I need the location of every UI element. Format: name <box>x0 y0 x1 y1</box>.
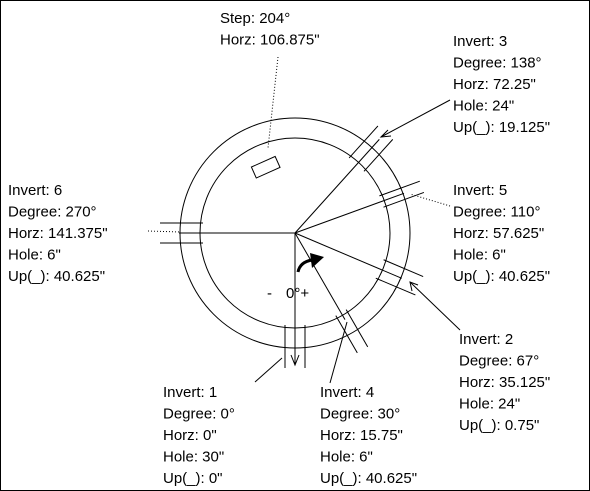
pipe <box>294 180 425 234</box>
label-line: Hole: 24" <box>453 98 514 115</box>
label-line: Horz: 0" <box>163 427 217 444</box>
pipe <box>294 125 394 234</box>
label-line: Degree: 30° <box>320 406 400 423</box>
label-line: Up(_): 40.625" <box>453 268 550 285</box>
label-line: Horz: 141.375" <box>8 225 108 242</box>
arrow-head <box>310 253 324 268</box>
label-line: Horz: 57.625" <box>453 225 544 242</box>
label-line: Degree: 270° <box>8 204 97 221</box>
structure <box>160 117 425 368</box>
label-line: Up(_): 0" <box>163 470 223 487</box>
label-line: Up(_): 40.625" <box>8 268 105 285</box>
direction-arrow <box>296 258 313 273</box>
pipe <box>294 232 369 354</box>
label-line: Hole: 24" <box>459 396 520 413</box>
leaders <box>147 56 461 384</box>
minus-label: - <box>267 285 272 302</box>
step <box>250 155 281 179</box>
label-line: Horz: 15.75" <box>320 427 403 444</box>
label-line: Up(_): 40.625" <box>320 470 417 487</box>
label-line: Up(_): 19.125" <box>453 119 550 136</box>
label-line: Hole: 6" <box>453 247 506 264</box>
label-line: Step: 204° <box>220 10 290 27</box>
label-line: Invert: 4 <box>320 384 374 401</box>
pipe <box>284 233 306 368</box>
label-line: Invert: 1 <box>163 384 217 401</box>
label-line: Up(_): 0.75" <box>459 417 539 434</box>
label-line: Degree: 110° <box>453 204 540 221</box>
label-line: Hole: 30" <box>163 449 224 466</box>
label-line: Invert: 3 <box>453 33 507 50</box>
label-line: Degree: 0° <box>163 406 235 423</box>
label-line: Degree: 67° <box>459 353 539 370</box>
pipe <box>160 222 295 244</box>
label-line: Hole: 6" <box>320 449 373 466</box>
label-line: Horz: 35.125" <box>459 374 550 391</box>
label-line: Invert: 2 <box>459 331 513 348</box>
label-line: Horz: 72.25" <box>453 76 536 93</box>
label-line: Hole: 6" <box>8 247 61 264</box>
label-line: Invert: 5 <box>453 182 507 199</box>
label-line: Horz: 106.875" <box>220 32 320 49</box>
label-line: Degree: 138° <box>453 55 542 72</box>
zero-label: 0°+ <box>286 285 309 302</box>
label-line: Invert: 6 <box>8 182 62 199</box>
pipe <box>294 232 424 296</box>
